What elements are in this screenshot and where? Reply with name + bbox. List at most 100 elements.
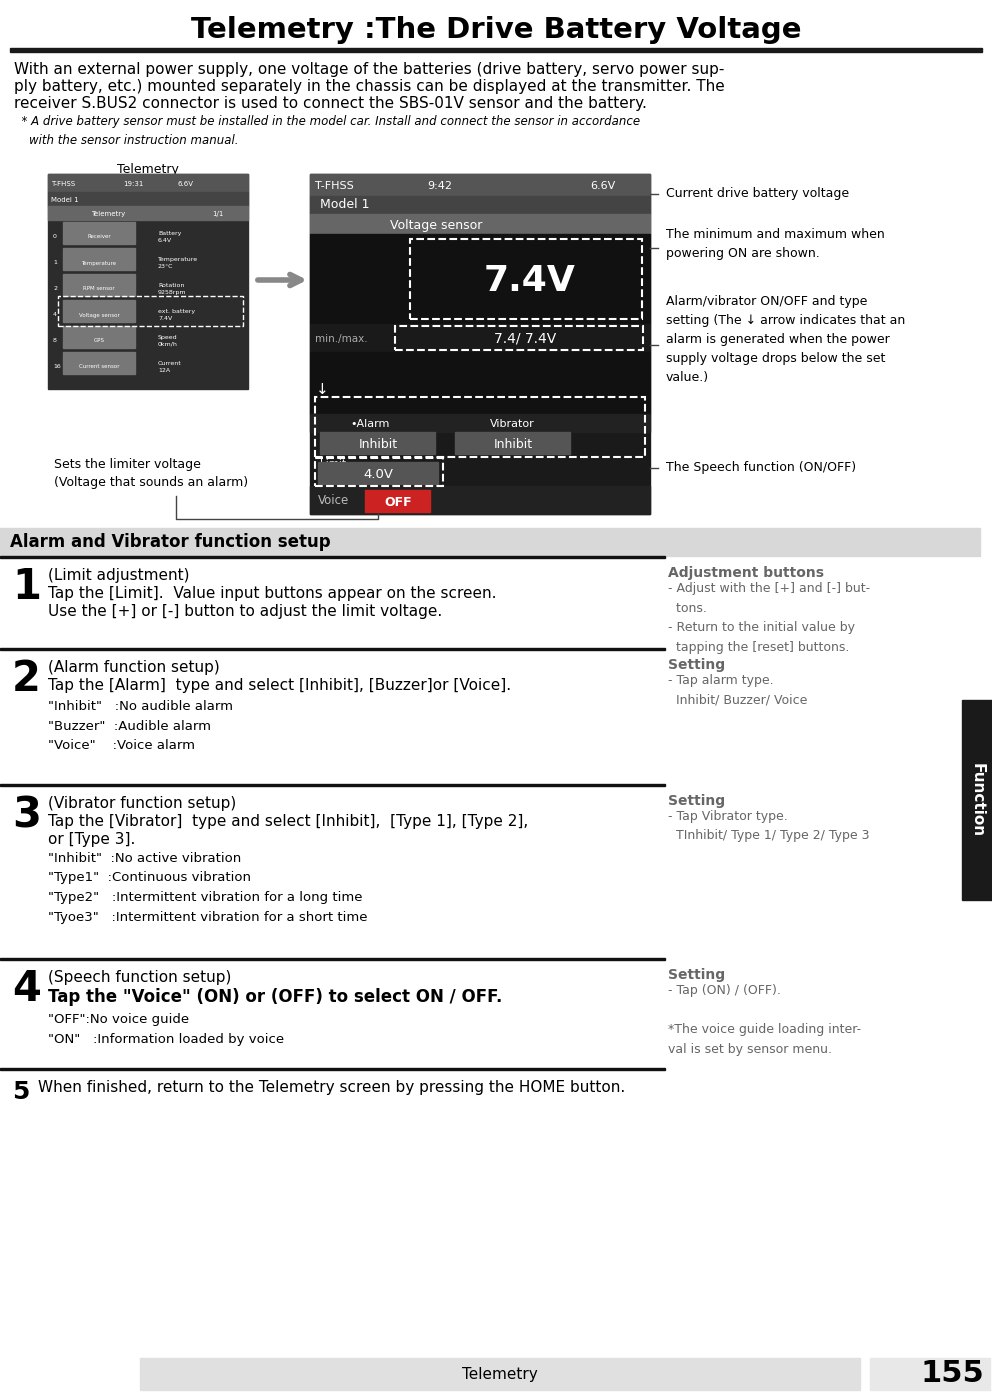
Bar xyxy=(0,528,980,556)
Text: GPS: GPS xyxy=(93,338,104,344)
Bar xyxy=(315,397,645,457)
Text: 6.6V: 6.6V xyxy=(590,180,615,192)
Text: Adjustment buttons: Adjustment buttons xyxy=(668,566,824,580)
Text: Voice: Voice xyxy=(318,495,349,507)
Text: (Voltage that sounds an alarm): (Voltage that sounds an alarm) xyxy=(54,475,248,489)
Text: - Tap Vibrator type.
  TInhibit/ Type 1/ Type 2/ Type 3: - Tap Vibrator type. TInhibit/ Type 1/ T… xyxy=(668,809,870,843)
Bar xyxy=(0,784,665,786)
Bar xyxy=(658,176,983,212)
Text: 1/1: 1/1 xyxy=(212,211,223,217)
Bar xyxy=(962,700,992,900)
Text: T-FHSS: T-FHSS xyxy=(51,180,75,187)
Text: Current drive battery voltage: Current drive battery voltage xyxy=(666,187,849,200)
Text: Tap the [Alarm]  type and select [Inhibit], [Buzzer]or [Voice].: Tap the [Alarm] type and select [Inhibit… xyxy=(48,678,511,693)
Text: (Alarm function setup): (Alarm function setup) xyxy=(48,660,220,675)
Text: Function: Function xyxy=(969,763,984,837)
Text: 2: 2 xyxy=(12,658,41,700)
Text: Telemetry: Telemetry xyxy=(91,211,125,217)
Bar xyxy=(310,173,650,196)
Text: Battery
6.4V: Battery 6.4V xyxy=(158,232,182,243)
Bar xyxy=(310,414,650,432)
Bar xyxy=(63,326,135,348)
Text: 6.6V: 6.6V xyxy=(178,180,194,187)
Text: - Adjust with the [+] and [-] but-
  tons.
- Return to the initial value by
  ta: - Adjust with the [+] and [-] but- tons.… xyxy=(668,582,870,653)
Text: ply battery, etc.) mounted separately in the chassis can be displayed at the tra: ply battery, etc.) mounted separately in… xyxy=(14,80,725,94)
Text: Temperature: Temperature xyxy=(81,260,116,266)
Text: Voltage sensor: Voltage sensor xyxy=(390,218,482,232)
Text: 1: 1 xyxy=(12,566,41,608)
Bar xyxy=(315,459,443,487)
Text: (Vibrator function setup): (Vibrator function setup) xyxy=(48,795,236,811)
Text: Telemetry :The Drive Battery Voltage: Telemetry :The Drive Battery Voltage xyxy=(190,15,802,43)
Text: The Speech function (ON/OFF): The Speech function (ON/OFF) xyxy=(666,461,856,474)
Text: min./max.: min./max. xyxy=(315,334,368,344)
Text: Inhibit: Inhibit xyxy=(358,438,398,450)
Bar xyxy=(310,196,650,214)
Bar xyxy=(48,192,248,206)
Text: Current
12A: Current 12A xyxy=(158,362,182,373)
Bar xyxy=(48,173,248,389)
Text: Tap the [Vibrator]  type and select [Inhibit],  [Type 1], [Type 2],: Tap the [Vibrator] type and select [Inhi… xyxy=(48,814,529,829)
Bar xyxy=(0,649,665,650)
Text: Current sensor: Current sensor xyxy=(78,365,119,369)
Bar xyxy=(310,173,650,514)
Bar xyxy=(48,450,303,496)
Bar xyxy=(318,461,438,484)
Text: 5: 5 xyxy=(12,1081,30,1104)
Text: 1: 1 xyxy=(53,260,57,266)
Text: Temperature
23°C: Temperature 23°C xyxy=(158,257,198,268)
Text: Alarm and Vibrator function setup: Alarm and Vibrator function setup xyxy=(10,533,330,551)
Text: Vibrator: Vibrator xyxy=(490,419,535,429)
Text: *The voice guide loading inter-
val is set by sensor menu.: *The voice guide loading inter- val is s… xyxy=(668,1023,861,1055)
Text: Inhibit: Inhibit xyxy=(493,438,533,450)
Bar xyxy=(63,222,135,245)
Text: 0: 0 xyxy=(53,235,57,239)
Text: Model 1: Model 1 xyxy=(51,197,78,203)
Text: ext. battery
7.4V: ext. battery 7.4V xyxy=(158,309,195,320)
Text: Alarm/vibrator ON/OFF and type
setting (The ↓ arrow indicates that an
alarm is g: Alarm/vibrator ON/OFF and type setting (… xyxy=(666,295,906,384)
Text: 8: 8 xyxy=(53,338,57,344)
Text: or [Type 3].: or [Type 3]. xyxy=(48,832,135,847)
Text: Setting: Setting xyxy=(668,967,725,981)
Text: Telemetry: Telemetry xyxy=(462,1366,538,1381)
Text: - Tap alarm type.
  Inhibit/ Buzzer/ Voice: - Tap alarm type. Inhibit/ Buzzer/ Voice xyxy=(668,674,807,706)
Bar xyxy=(63,274,135,296)
Text: 3: 3 xyxy=(12,794,41,836)
Text: Voltage sensor: Voltage sensor xyxy=(78,313,119,317)
Bar xyxy=(0,556,665,558)
Bar xyxy=(455,432,570,454)
Text: 155: 155 xyxy=(921,1359,984,1388)
Text: Tap the [Limit].  Value input buttons appear on the screen.: Tap the [Limit]. Value input buttons app… xyxy=(48,586,497,601)
Bar xyxy=(140,1357,860,1390)
Bar xyxy=(63,247,135,270)
Text: (Limit adjustment): (Limit adjustment) xyxy=(48,568,189,583)
Bar xyxy=(63,301,135,322)
Text: 9:42: 9:42 xyxy=(428,180,452,192)
Text: ↓: ↓ xyxy=(316,382,328,397)
Bar xyxy=(48,173,248,192)
Bar xyxy=(58,296,243,326)
Bar xyxy=(0,1068,665,1069)
Text: Telemetry: Telemetry xyxy=(117,164,179,176)
Text: 19:31: 19:31 xyxy=(123,180,144,187)
Text: 4.0V: 4.0V xyxy=(363,467,393,481)
Text: Receiver: Receiver xyxy=(87,235,111,239)
Text: - Tap (ON) / (OFF).: - Tap (ON) / (OFF). xyxy=(668,984,781,997)
Bar xyxy=(365,491,430,512)
Bar xyxy=(310,352,650,414)
Text: Limit: Limit xyxy=(320,459,346,468)
Bar xyxy=(410,239,642,319)
Text: RPM sensor: RPM sensor xyxy=(83,287,115,292)
Text: Model 1: Model 1 xyxy=(320,199,369,211)
Bar xyxy=(870,1357,990,1390)
Text: 2: 2 xyxy=(53,287,57,292)
Text: T-FHSS: T-FHSS xyxy=(315,180,354,192)
Text: "Inhibit"  :No active vibration
"Type1"  :Continuous vibration
"Type2"   :Interm: "Inhibit" :No active vibration "Type1" :… xyxy=(48,851,367,924)
Bar xyxy=(310,324,650,352)
Bar xyxy=(310,233,650,324)
Text: 7.4V: 7.4V xyxy=(484,264,576,298)
Text: Rotation
9258rpm: Rotation 9258rpm xyxy=(158,284,186,295)
Text: Setting: Setting xyxy=(668,794,725,808)
Bar xyxy=(0,958,665,960)
Bar xyxy=(658,450,983,487)
